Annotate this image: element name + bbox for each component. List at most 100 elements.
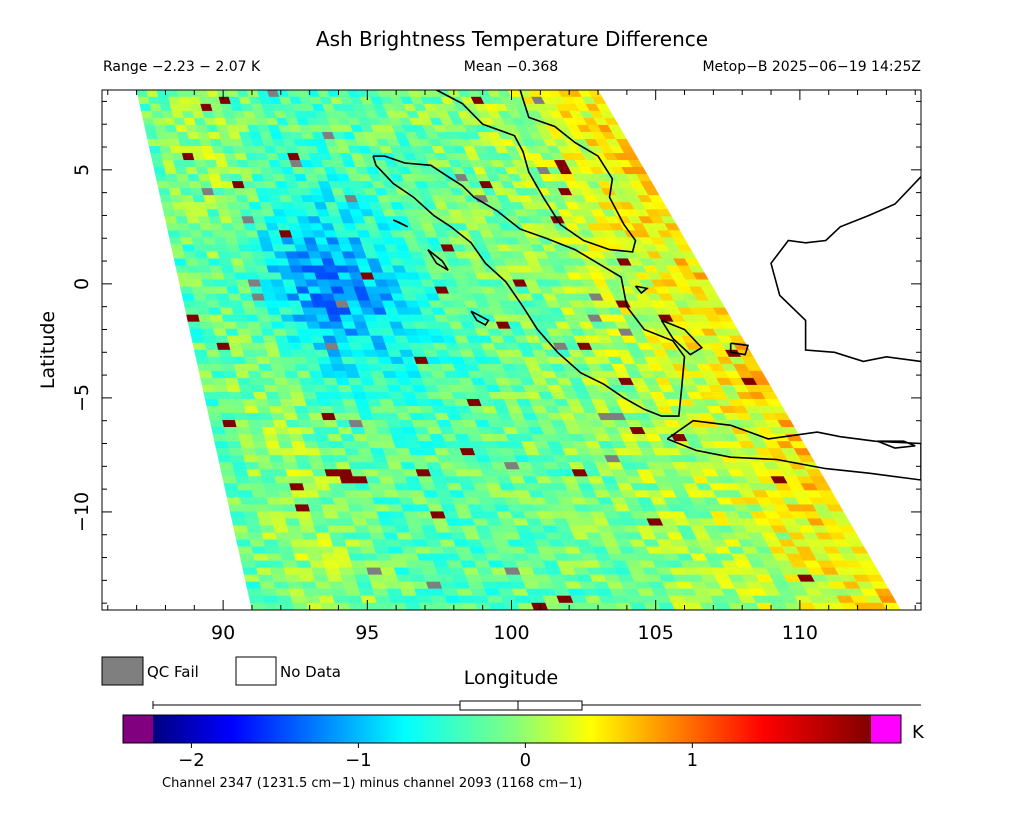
swath-pixel (280, 553, 297, 561)
swath-pixel (336, 560, 354, 568)
coastline-malay_peninsula (436, 90, 637, 253)
swath-pixel (220, 413, 236, 421)
swath-pixel (299, 574, 316, 583)
swath-pixel (407, 567, 425, 576)
swath-pixel (307, 455, 324, 463)
swath-pixel (314, 349, 330, 358)
swath-pixel (320, 455, 337, 463)
swath-pixel (422, 490, 439, 498)
swath-pixel (188, 272, 202, 280)
swath-pixel (204, 342, 219, 351)
swath-pixel (318, 595, 335, 604)
swath-pixel (254, 448, 270, 456)
swath-pixel (307, 553, 324, 561)
swath-pixel (374, 504, 391, 512)
swath-pixel (500, 595, 518, 604)
swath-pixel (445, 518, 463, 526)
swath-pixel (352, 476, 369, 484)
swath-pixel (299, 300, 315, 308)
swath-pixel (150, 152, 164, 161)
swath-pixel (261, 286, 276, 294)
swath-pixel (194, 349, 209, 358)
swath-pixel (201, 188, 215, 196)
swath-pixel (243, 307, 258, 316)
swath-pixel (271, 244, 286, 252)
swath-pixel (259, 581, 276, 590)
swath-pixel (302, 349, 318, 358)
swath-pixel (389, 469, 406, 477)
swath-pixel (137, 96, 151, 105)
swath-pixel (290, 349, 306, 358)
swath-pixel (270, 413, 286, 421)
swath-pixel (289, 265, 304, 273)
colorbar-unit: K (912, 722, 925, 743)
swath-pixel (587, 602, 605, 610)
swath-pixel (382, 574, 399, 583)
swath-pixel (267, 448, 283, 456)
swath-pixel (389, 511, 407, 519)
swath-pixel (239, 293, 254, 301)
swath-pixel (294, 321, 309, 330)
swath-pixel (370, 581, 387, 590)
swath-pixel (375, 553, 393, 561)
swath-pixel (350, 427, 366, 435)
swath-pixel (241, 216, 256, 224)
swath-pixel (381, 483, 397, 491)
swath-pixel (376, 469, 393, 477)
swath-pixel (249, 483, 266, 491)
swath-pixel (224, 279, 239, 287)
swath-pixel (372, 497, 389, 505)
swath-pixel (215, 244, 230, 252)
swath-pixel (349, 384, 366, 393)
swath-pixel (340, 574, 358, 583)
swath-pixel (187, 174, 201, 182)
swath-pixel (429, 511, 447, 519)
swath-pixel (199, 272, 214, 280)
swath-pixel (423, 532, 440, 540)
swath-pixel (240, 342, 255, 351)
swath-pixel (303, 539, 320, 547)
swath-pixel (176, 272, 191, 280)
swath-pixel (228, 448, 244, 456)
swath-pixel (252, 342, 267, 351)
swath-pixel (403, 511, 420, 519)
swath-pixel (402, 595, 420, 604)
coastline-lingga (634, 285, 649, 295)
swath-pixel (359, 455, 375, 463)
swath-pixel (258, 237, 273, 245)
y-tick-label: −5 (71, 384, 93, 412)
swath-pixel (197, 216, 211, 224)
swath-pixel (333, 413, 349, 421)
swath-pixel (407, 525, 425, 533)
swath-pixel (203, 152, 216, 161)
swath-pixel (156, 131, 169, 140)
swath-pixel (258, 363, 273, 372)
swath-pixel (286, 335, 302, 344)
swath-pixel (166, 90, 179, 98)
swath-pixel (467, 581, 485, 590)
swath-pixel (798, 602, 817, 610)
swath-pixel (452, 539, 470, 547)
swath-pixel (435, 567, 452, 576)
swath-pixel (195, 124, 209, 133)
swath-pixel (281, 560, 298, 568)
swath-pixel (418, 518, 436, 526)
swath-pixel (223, 321, 238, 330)
swath-pixel (173, 209, 187, 217)
colorbar-ticks: −2 −1 0 1 (178, 743, 698, 771)
swath-pixel (252, 216, 267, 224)
swath-pixel (317, 539, 334, 547)
swath-pixel (349, 511, 366, 519)
swath-pixel (164, 124, 178, 133)
colorbar-above-swatch (871, 715, 901, 743)
swath-pixel (443, 511, 460, 519)
swath-pixel (247, 588, 264, 597)
swath-pixel (329, 321, 345, 330)
swath-pixel (374, 462, 391, 470)
swath-pixel (280, 356, 296, 365)
swath-pixel (356, 406, 372, 414)
swath-pixel (209, 420, 225, 428)
swath-pixel (325, 384, 341, 393)
swath-pixel (248, 328, 264, 337)
swath-pixel (296, 511, 313, 519)
